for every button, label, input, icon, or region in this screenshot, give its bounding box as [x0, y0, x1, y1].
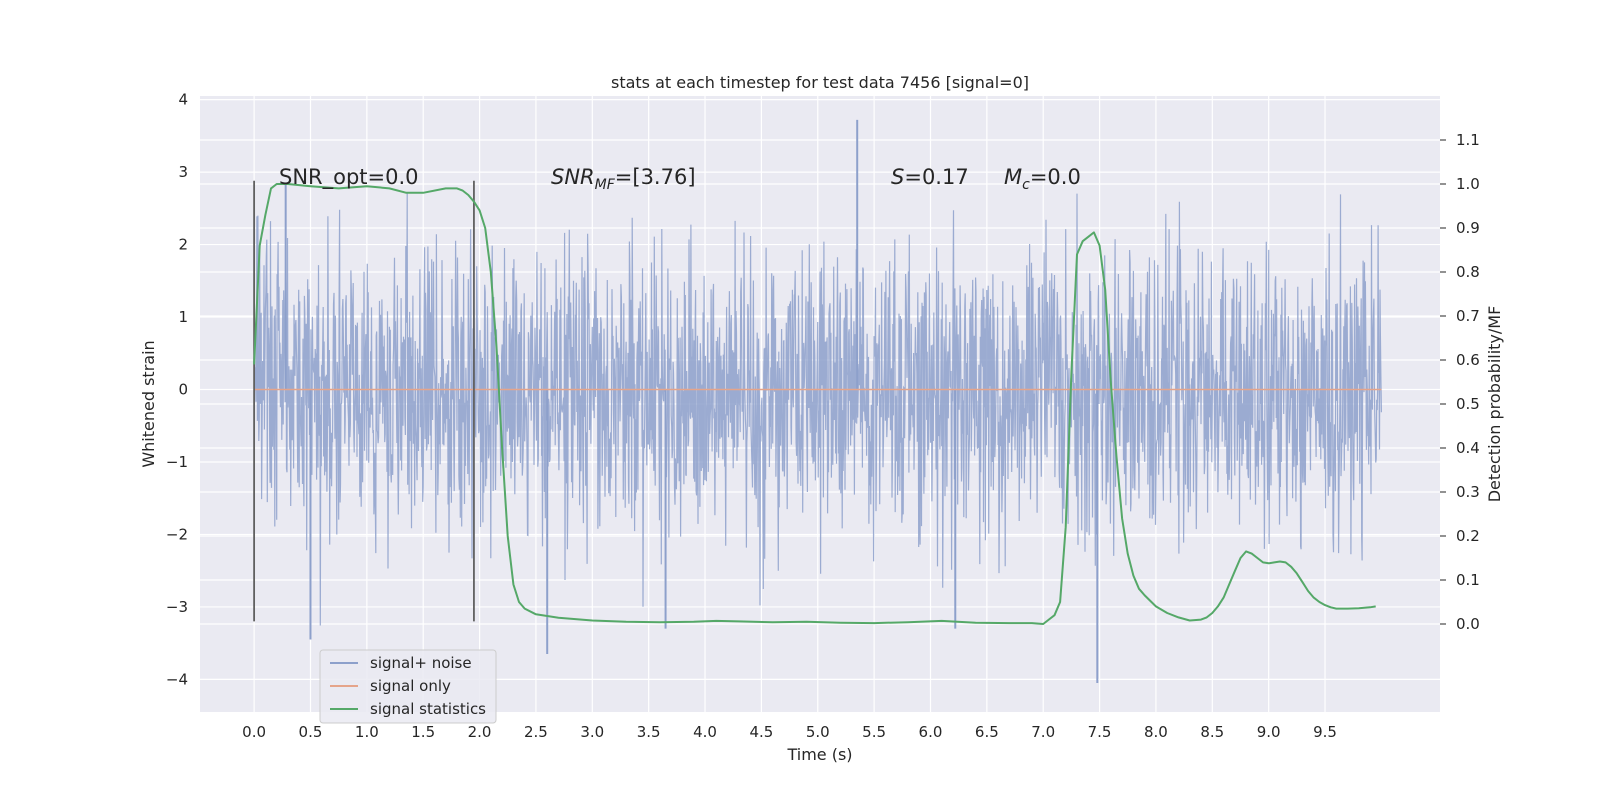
y2-axis-label: Detection probability/MF — [1485, 306, 1504, 503]
y-axis-label: Whitened strain — [139, 340, 158, 467]
x-tick-label: 7.0 — [1031, 723, 1055, 741]
x-tick-label: 3.5 — [637, 723, 661, 741]
annotation-s-value: =0.17 — [904, 165, 968, 189]
legend-label-noise: signal+ noise — [370, 654, 472, 672]
annotation-snr-mf: SNRMF=[3.76] — [551, 165, 696, 193]
x-axis-label: Time (s) — [786, 745, 852, 764]
x-tick-label: 1.0 — [355, 723, 379, 741]
y2-tick-label: 0.4 — [1456, 439, 1480, 457]
annotation-mc-sub: c — [1022, 177, 1030, 193]
y-tick-label: −3 — [166, 598, 188, 616]
noise-series — [253, 119, 1382, 684]
annotation-snr-mf-sub: MF — [595, 177, 616, 193]
y-tick-label: −1 — [166, 453, 188, 471]
y-tick-label: −2 — [166, 525, 188, 543]
y-tick-label: 1 — [178, 308, 188, 326]
y2-tick-label: 0.2 — [1456, 527, 1480, 545]
statistics-line — [253, 183, 1376, 625]
legend: signal+ noise signal only signal statist… — [319, 649, 497, 724]
x-tick-label: 4.0 — [693, 723, 717, 741]
noise-trace — [253, 192, 1382, 626]
x-tick-label: 8.0 — [1144, 723, 1168, 741]
x-tick-label: 6.0 — [919, 723, 943, 741]
x-tick-label: 0.5 — [299, 723, 323, 741]
grid-lines — [200, 96, 1440, 712]
tick-labels: 0.0 0.5 1.0 1.5 2.0 2.5 3.0 3.5 4.0 4.5 5.0 5.5 6.0 6… — [166, 91, 1480, 741]
vertical-markers — [253, 180, 475, 622]
y2-tick-label: 0.1 — [1456, 571, 1480, 589]
x-tick-label: 8.5 — [1200, 723, 1224, 741]
legend-label-signal: signal only — [370, 677, 451, 695]
y2-tick-label: 0.0 — [1456, 615, 1480, 633]
annotation-mc-value: =0.0 — [1030, 165, 1081, 189]
x-tick-label: 0.0 — [242, 723, 266, 741]
legend-label-statistics: signal statistics — [370, 700, 486, 718]
x-tick-label: 6.5 — [975, 723, 999, 741]
y2-tick-label: 0.3 — [1456, 483, 1480, 501]
y2-tick-label: 0.8 — [1456, 263, 1480, 281]
y-tick-label: 3 — [178, 163, 188, 181]
annotation-snr-mf-value: =[3.76] — [615, 165, 696, 189]
annotation-s-main: S — [891, 165, 904, 189]
annotation-snr-mf-main: SNR — [551, 165, 595, 189]
y-tick-label: 2 — [178, 236, 188, 254]
x-tick-label: 1.5 — [411, 723, 435, 741]
annotation-s: S=0.17 — [891, 165, 969, 189]
x-tick-label: 2.5 — [524, 723, 548, 741]
annotation-mc: Mc=0.0 — [1004, 165, 1081, 193]
x-tick-label: 4.5 — [749, 723, 773, 741]
y2-tick-label: 1.0 — [1456, 175, 1480, 193]
x-tick-label: 3.0 — [580, 723, 604, 741]
x-tick-label: 5.0 — [806, 723, 830, 741]
y-tick-label: −4 — [166, 670, 188, 688]
y2-tick-label: 0.6 — [1456, 351, 1480, 369]
y2-tick-label: 0.5 — [1456, 395, 1480, 413]
x-tick-label: 9.5 — [1313, 723, 1337, 741]
y-tick-label: 0 — [178, 381, 188, 399]
chart-title: stats at each timestep for test data 745… — [611, 73, 1029, 92]
annotation-mc-main: M — [1004, 165, 1022, 189]
x-tick-label: 5.5 — [862, 723, 886, 741]
y-tick-label: 4 — [178, 91, 188, 109]
annotation-snr-opt: SNR_opt=0.0 — [279, 165, 419, 190]
statistics-series — [253, 183, 1376, 625]
legend-box — [319, 649, 497, 724]
y2-tick-label: 1.1 — [1456, 131, 1480, 149]
y2-tick-label: 0.9 — [1456, 219, 1480, 237]
y2-tick-label: 0.7 — [1456, 307, 1480, 325]
x-tick-label: 7.5 — [1088, 723, 1112, 741]
x-tick-label: 2.0 — [468, 723, 492, 741]
x-tick-label: 9.0 — [1257, 723, 1281, 741]
